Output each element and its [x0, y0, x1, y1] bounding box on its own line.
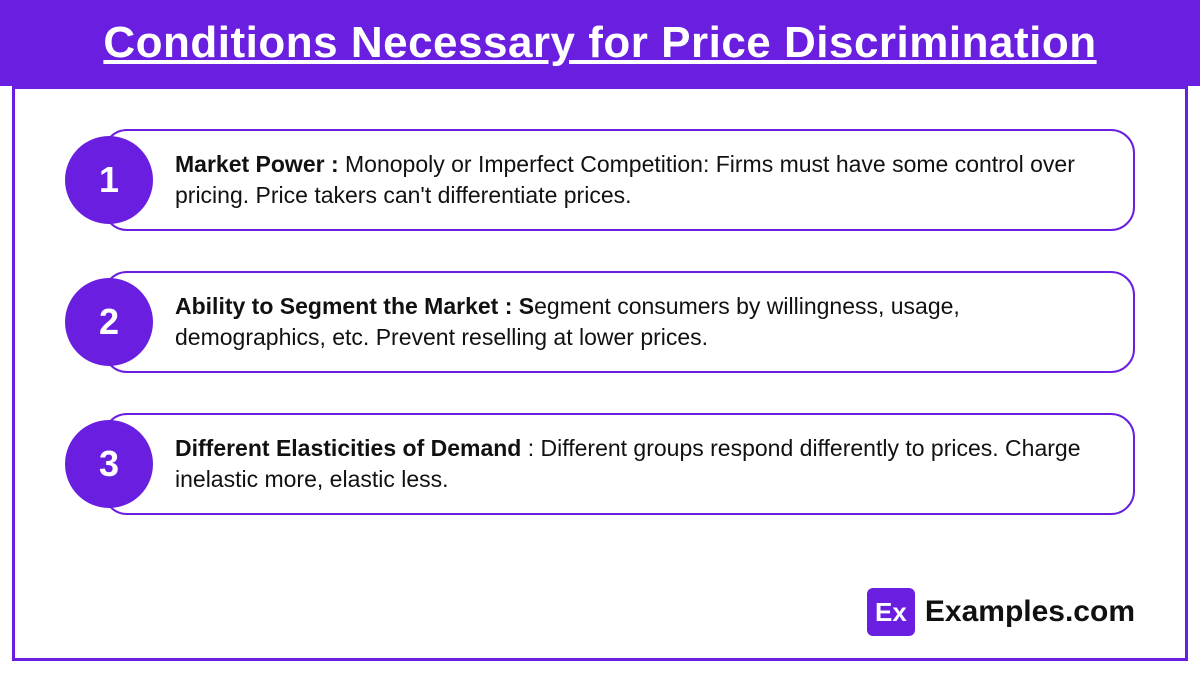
list-item: 1 Market Power : Monopoly or Imperfect C…	[65, 129, 1135, 231]
item-text-2: Ability to Segment the Market : Segment …	[103, 271, 1135, 373]
item-bold-3: Different Elasticities of Demand	[175, 435, 521, 461]
number-badge-2: 2	[65, 278, 153, 366]
number-badge-3: 3	[65, 420, 153, 508]
number-badge-1: 1	[65, 136, 153, 224]
brand-footer: Ex Examples.com	[867, 588, 1135, 636]
brand-logo-icon: Ex	[867, 588, 915, 636]
content-frame: 1 Market Power : Monopoly or Imperfect C…	[12, 86, 1188, 661]
page-title: Conditions Necessary for Price Discrimin…	[0, 18, 1200, 68]
list-item: 3 Different Elasticities of Demand : Dif…	[65, 413, 1135, 515]
item-text-1: Market Power : Monopoly or Imperfect Com…	[103, 129, 1135, 231]
item-bold-1: Market Power :	[175, 151, 345, 177]
brand-name: Examples.com	[925, 595, 1135, 629]
header-banner: Conditions Necessary for Price Discrimin…	[0, 0, 1200, 86]
list-item: 2 Ability to Segment the Market : Segmen…	[65, 271, 1135, 373]
item-text-3: Different Elasticities of Demand : Diffe…	[103, 413, 1135, 515]
item-bold-2: Ability to Segment the Market : S	[175, 293, 534, 319]
